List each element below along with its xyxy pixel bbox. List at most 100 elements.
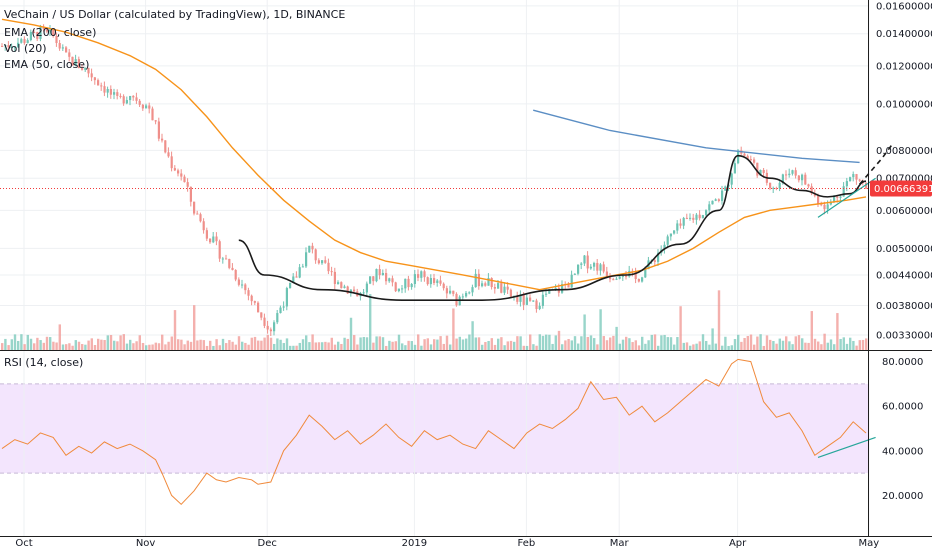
volume-bar [282,343,285,350]
candle-body [855,174,858,180]
candle-body [477,273,480,287]
candle-body [490,278,493,288]
candle-body [829,202,832,205]
candle-body [113,92,116,95]
support-trend-line [817,177,876,218]
volume-bar [346,338,349,350]
volume-bar [570,340,573,350]
handle-pattern-line [737,154,867,198]
volume-bar [23,344,26,350]
candle-body [439,280,442,284]
volume-bar [180,339,183,350]
volume-bar [317,342,321,350]
volume-legend[interactable]: Vol (20) [4,42,47,55]
time-tick-label: Dec [258,538,277,549]
volume-bar [381,337,385,350]
volume-bar [487,340,490,350]
volume-bar [471,321,474,350]
volume-bar [129,339,132,350]
volume-bar [356,344,359,350]
volume-bar [257,340,260,350]
volume-bar [436,339,439,350]
volume-bar [215,339,218,350]
volume-bar [599,309,602,350]
volume-bar [733,339,737,350]
rsi-divergence-line [817,436,876,459]
candle-body [90,73,93,78]
candle-body [282,306,285,308]
volume-bar [625,336,628,350]
candle-body [228,258,231,268]
volume-bar [842,337,845,350]
volume-bar [535,345,538,350]
ema200-legend[interactable]: EMA (200, close) [4,26,97,39]
volume-bar [609,337,612,350]
volume-bar [513,341,516,350]
candle-body [519,294,522,302]
time-tick-label: May [858,538,879,549]
candle-body [762,169,765,173]
rsi-legend[interactable]: RSI (14, close) [4,356,84,369]
candle-body [852,174,855,178]
volume-bar [439,336,442,350]
candle-body [714,199,717,201]
candle-body [237,279,240,285]
volume-bar [660,335,663,350]
candle-body [154,120,157,122]
price-tick-label: 0.01200000 [876,61,932,72]
volume-bar [753,344,756,350]
candle-body [65,47,68,53]
candle-body [10,46,13,48]
candle-body [826,204,829,210]
candle-body [500,283,503,293]
volume-bar [311,334,314,350]
volume-bar [676,337,679,350]
ema50-legend[interactable]: EMA (50, close) [4,58,90,71]
volume-bar [682,342,685,350]
volume-bar [836,313,839,350]
volume-bar [557,330,561,350]
time-tick-label: Feb [518,538,536,549]
candle-body [753,159,756,163]
candle-body [151,108,154,121]
candle-body [148,105,151,109]
volume-bar [689,345,692,350]
volume-bar [253,336,257,350]
volume-bar [84,344,87,350]
candle-body [484,283,487,286]
volume-bar [4,338,7,350]
volume-bar [708,344,711,350]
candle-body [445,288,448,294]
candle-body [314,249,317,261]
volume-bar [228,340,231,350]
volume-bar [285,338,289,350]
candle-body [260,312,263,318]
candle-body [541,294,544,306]
candle-body [305,252,308,267]
volume-bar [468,334,471,350]
candle-body [93,77,96,81]
volume-bar [653,334,657,350]
volume-bar [580,336,583,350]
candle-body [858,179,861,181]
time-tick-label: Mar [610,538,630,549]
volume-bar [33,343,36,350]
price-tick-label: 0.00600000 [876,206,932,217]
volume-bar [855,345,858,350]
candle-body [173,168,176,171]
volume-bar [164,344,167,350]
volume-bar [199,339,202,350]
volume-bar [455,338,458,350]
candle-body [308,245,311,253]
candle-body [77,59,80,69]
candle-body [276,313,279,323]
volume-bar [765,335,769,350]
volume-bar [826,342,829,350]
candle-body [298,267,301,278]
volume-bar [186,340,189,350]
candle-body [516,296,519,302]
volume-bar [263,337,266,350]
volume-bar [77,341,81,350]
volume-bar [196,340,199,350]
